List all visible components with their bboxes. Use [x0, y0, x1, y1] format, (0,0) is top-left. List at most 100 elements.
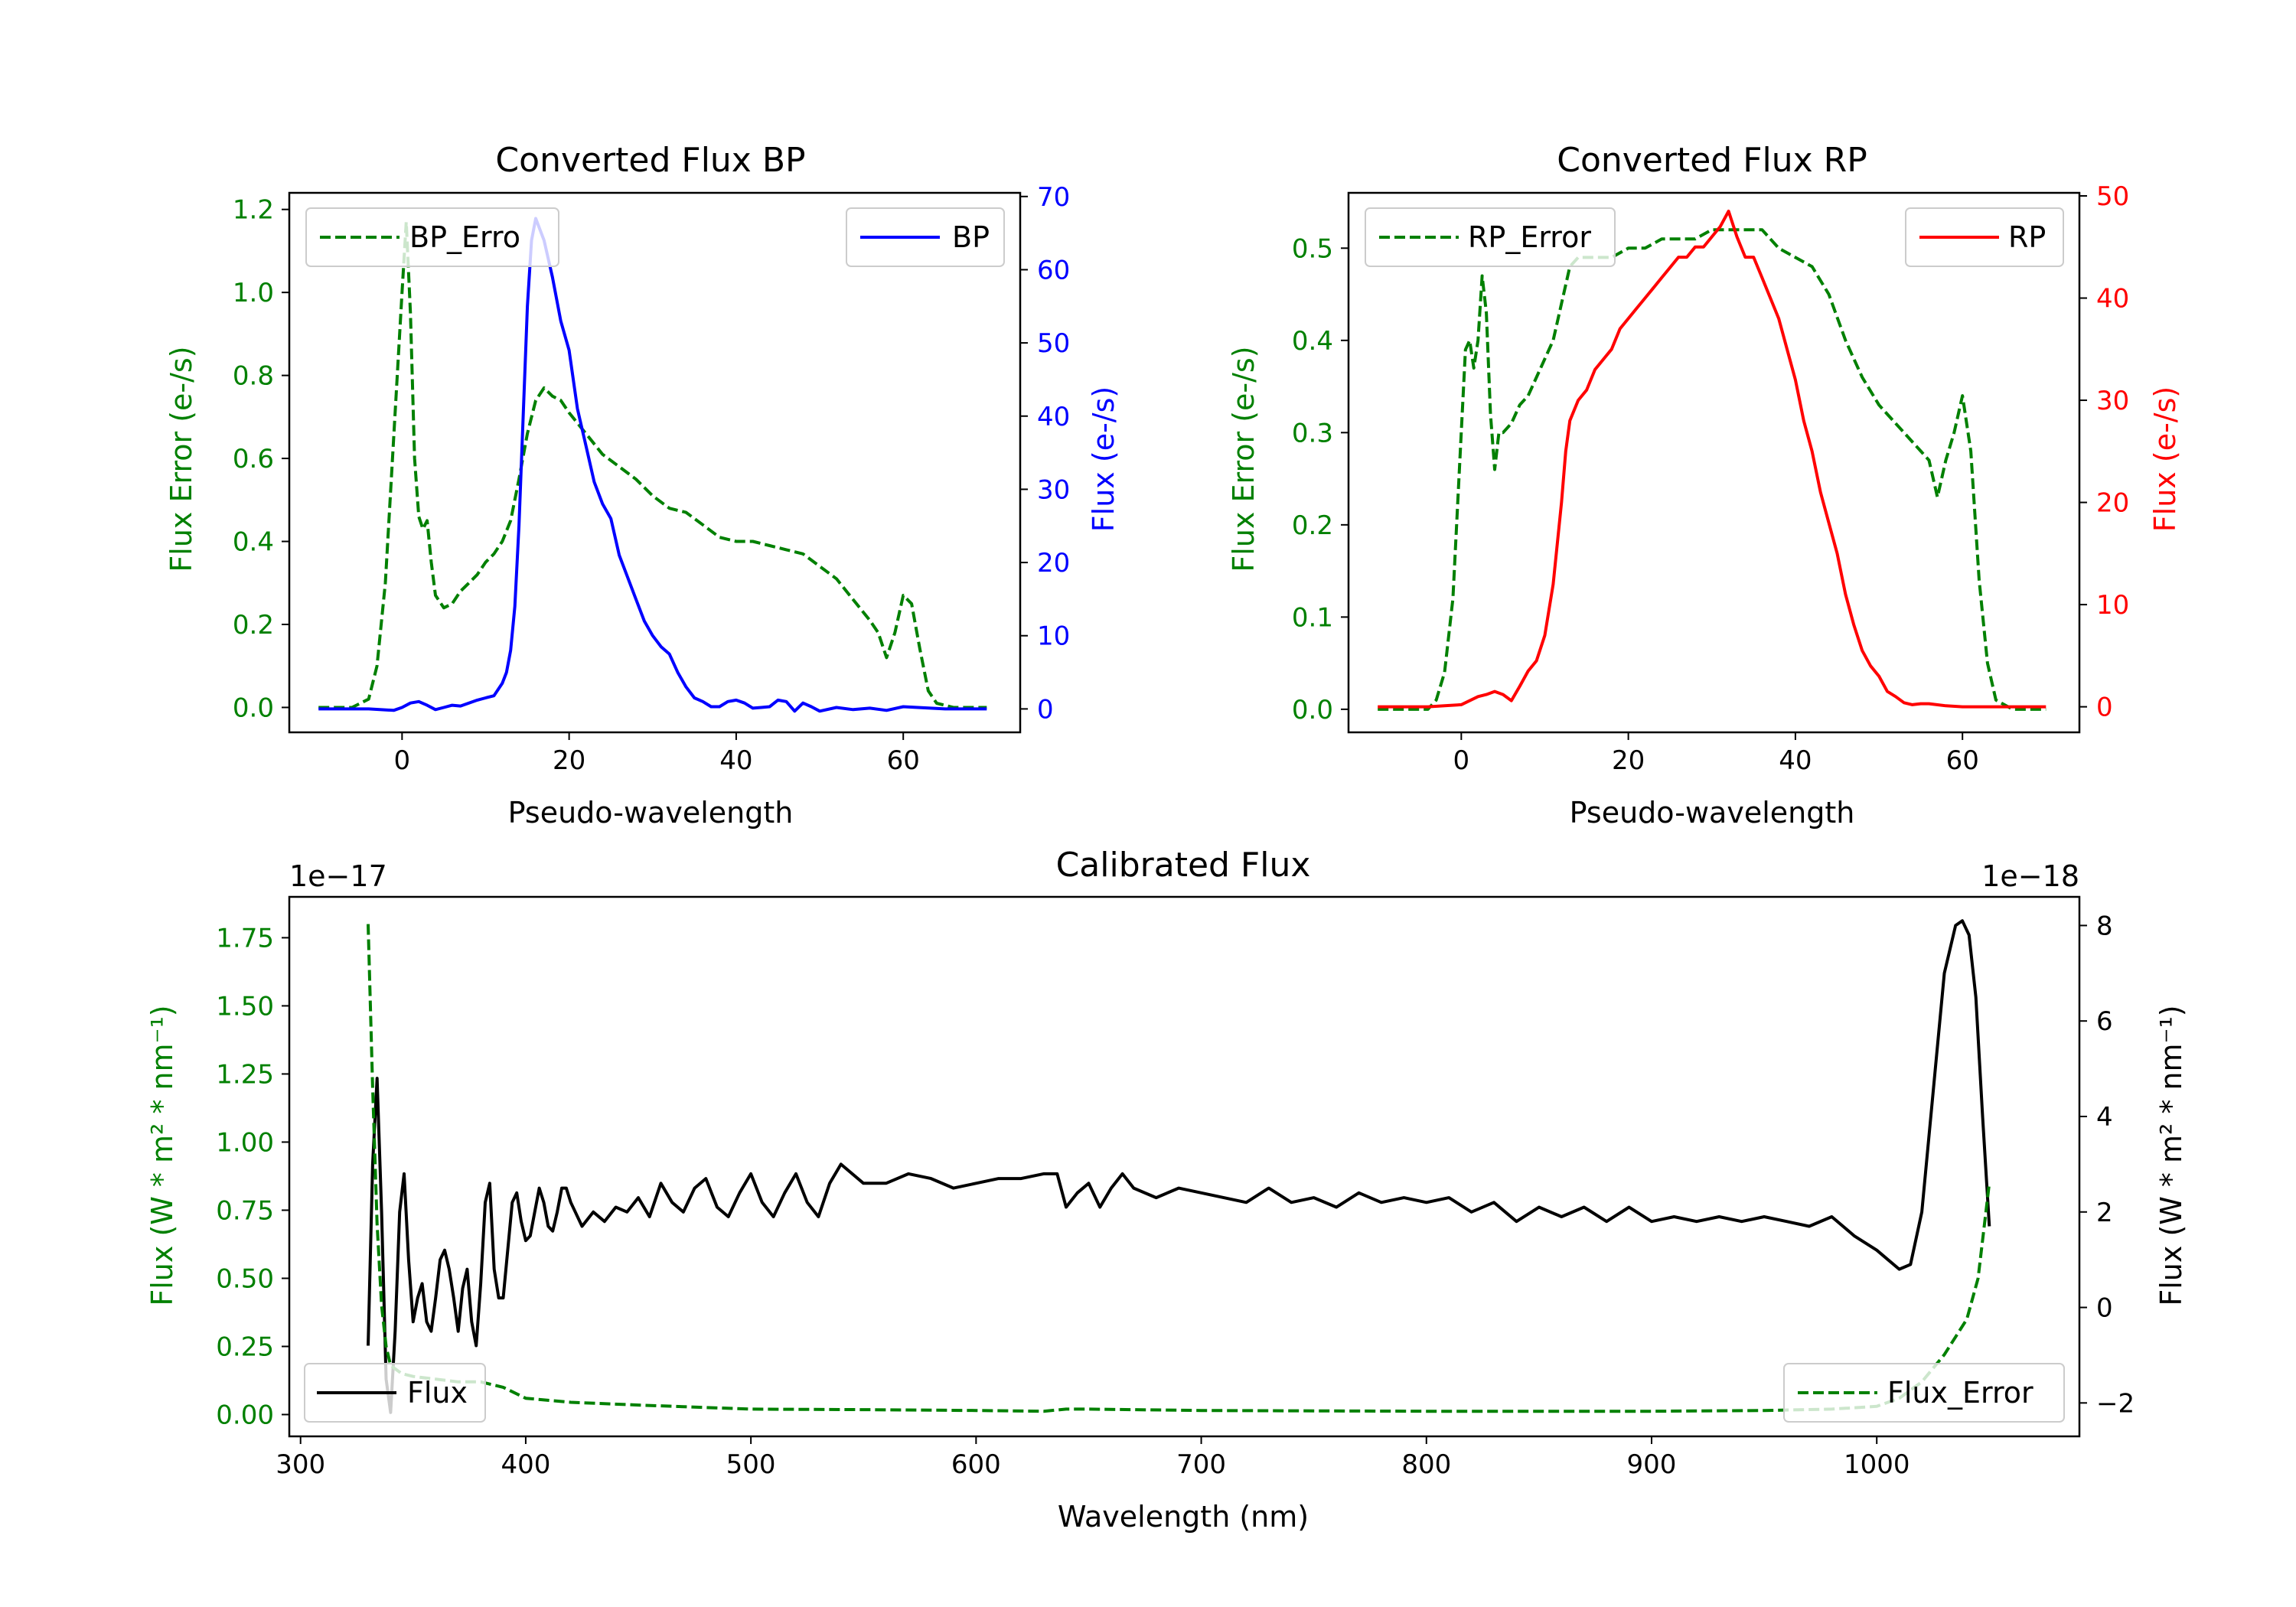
calibrated-x-tick-label: 700	[1176, 1449, 1226, 1480]
bp-legend-label: BP	[952, 220, 990, 254]
bp-left-y-tick-label: 0.6	[233, 444, 274, 474]
calibrated-left-scale-label: 1e−17	[289, 859, 387, 893]
bp-left-y-tick-label: 1.2	[233, 195, 274, 226]
calibrated-left-y-tick-label: 0.00	[216, 1400, 274, 1431]
rp-chart-title: Converted Flux RP	[1557, 141, 1867, 180]
rp-plot-frame	[1347, 191, 2081, 734]
calibrated-right-y-tick-label: −2	[2096, 1388, 2135, 1419]
bp-error-legend-label: BP_Erro	[409, 220, 520, 254]
calibrated-left-y-tick-label: 0.25	[216, 1332, 274, 1363]
calibrated-error-legend-label: Flux_Error	[1887, 1376, 2033, 1410]
calibrated-x-tick-label: 500	[726, 1449, 776, 1480]
calibrated-x-tick-label: 300	[276, 1449, 325, 1480]
calibrated-x-tick-label: 900	[1627, 1449, 1677, 1480]
rp-left-y-tick-label: 0.5	[1292, 233, 1333, 264]
bp-left-y-tick-label: 1.0	[233, 278, 274, 308]
rp-data-lines	[1378, 210, 2047, 711]
bp-right-y-axis-label: Flux (e-/s)	[1087, 386, 1120, 532]
bp-left-y-tick-label: 0.8	[233, 361, 274, 392]
bp-plot-frame	[288, 191, 1022, 734]
bp-x-axis-label: Pseudo-wavelength	[508, 796, 794, 830]
bp-data-lines	[318, 217, 987, 713]
calibrated-chart-title: Calibrated Flux	[1056, 846, 1311, 885]
rp-x-tick-label: 60	[1946, 745, 1979, 776]
calibrated-flux-line	[367, 919, 1991, 1414]
calibrated-flux-legend-label: Flux	[407, 1376, 468, 1410]
rp-right-y-tick-label: 20	[2096, 488, 2129, 519]
rp-left-y-tick-label: 0.4	[1292, 326, 1333, 357]
bp-chart-title: Converted Flux BP	[495, 141, 805, 180]
bp-bp-error-line	[318, 220, 987, 709]
bp-left-y-tick-label: 0.2	[233, 610, 274, 641]
bp-chart-panel: Converted Flux BP Pseudo-wavelength Flux…	[165, 141, 1120, 830]
calibrated-left-y-tick-label: 1.50	[216, 991, 274, 1022]
rp-right-y-tick-label: 40	[2096, 284, 2129, 315]
bp-right-y-tick-label: 40	[1037, 402, 1070, 432]
calibrated-left-y-tick-label: 1.25	[216, 1059, 274, 1090]
calibrated-left-y-axis-label: Flux (W * m² * nm⁻¹)	[145, 1005, 179, 1305]
calibrated-right-scale-label: 1e−18	[1981, 859, 2079, 893]
bp-legend: BP	[846, 207, 1005, 267]
calibrated-error-legend-box	[1783, 1363, 2065, 1423]
rp-x-tick-label: 40	[1779, 745, 1812, 776]
rp-error-legend: RP_Error	[1365, 207, 1616, 267]
rp-legend-label: RP	[2008, 220, 2046, 254]
rp-x-tick-label: 0	[1453, 745, 1470, 776]
calibrated-left-y-tick-label: 1.75	[216, 923, 274, 953]
rp-error-legend-box	[1365, 207, 1616, 267]
rp-right-y-axis-label: Flux (e-/s)	[2148, 386, 2182, 532]
bp-error-legend-box	[305, 207, 559, 267]
calibrated-x-axis-label: Wavelength (nm)	[1058, 1500, 1309, 1534]
bp-right-y-tick-label: 70	[1037, 182, 1070, 213]
calibrated-right-y-axis-label: Flux (W * m² * nm⁻¹)	[2154, 1005, 2188, 1305]
rp-right-y-tick-label: 0	[2096, 693, 2113, 723]
bp-right-y-tick-label: 60	[1037, 255, 1070, 285]
calibrated-x-tick-label: 800	[1401, 1449, 1451, 1480]
bp-x-tick-label: 60	[887, 745, 920, 776]
calibrated-left-y-tick-label: 1.00	[216, 1127, 274, 1158]
rp-error-legend-label: RP_Error	[1468, 220, 1591, 254]
calibrated-x-tick-label: 400	[501, 1449, 550, 1480]
calibrated-chart-panel: Calibrated Flux Wavelength (nm) Flux (W …	[145, 846, 2188, 1534]
calibrated-error-legend: Flux_Error	[1783, 1363, 2065, 1423]
calibrated-axis-ticks: 300 400 500 600 700 800 900 1000 0.00 0.25 0.50 0.7…	[216, 911, 2135, 1480]
rp-rp-line	[1378, 210, 2047, 709]
calibrated-plot-frame	[288, 895, 2081, 1438]
rp-left-y-axis-label: Flux Error (e-/s)	[1227, 346, 1261, 572]
bp-left-y-axis-label: Flux Error (e-/s)	[165, 346, 198, 572]
bp-right-y-tick-label: 0	[1037, 694, 1054, 725]
bp-right-y-tick-label: 10	[1037, 621, 1070, 652]
calibrated-x-tick-label: 600	[951, 1449, 1001, 1480]
bp-x-tick-label: 0	[394, 745, 411, 776]
bp-right-y-tick-label: 30	[1037, 474, 1070, 505]
bp-right-y-tick-label: 50	[1037, 328, 1070, 359]
rp-right-y-tick-label: 50	[2096, 181, 2129, 212]
calibrated-x-tick-label: 1000	[1844, 1449, 1910, 1480]
calibrated-left-y-tick-label: 0.75	[216, 1195, 274, 1226]
rp-right-y-tick-label: 10	[2096, 590, 2129, 621]
rp-right-y-tick-label: 30	[2096, 386, 2129, 416]
bp-bp-line	[318, 217, 987, 713]
rp-chart-panel: Converted Flux RP Pseudo-wavelength Flux…	[1227, 141, 2182, 830]
rp-left-y-tick-label: 0.3	[1292, 418, 1333, 448]
rp-left-y-tick-label: 0.2	[1292, 510, 1333, 541]
rp-rp-error-line	[1378, 228, 2047, 711]
calibrated-left-y-tick-label: 0.50	[216, 1263, 274, 1294]
rp-left-y-tick-label: 0.0	[1292, 695, 1333, 725]
rp-x-tick-label: 20	[1612, 745, 1645, 776]
rp-axis-ticks: 0 20 40 60 0.0 0.1 0.2 0.3 0.4 0.5 0 10 20 30 40 50	[1292, 181, 2129, 776]
rp-left-y-tick-label: 0.1	[1292, 602, 1333, 633]
bp-x-tick-label: 20	[553, 745, 585, 776]
bp-error-legend: BP_Erro	[305, 207, 559, 267]
bp-x-tick-label: 40	[719, 745, 752, 776]
calibrated-flux-legend: Flux	[304, 1363, 486, 1423]
calibrated-right-y-tick-label: 6	[2096, 1006, 2113, 1037]
rp-x-axis-label: Pseudo-wavelength	[1570, 796, 1855, 830]
calibrated-right-y-tick-label: 8	[2096, 911, 2113, 941]
calibrated-right-y-tick-label: 0	[2096, 1293, 2113, 1324]
rp-legend: RP	[1905, 207, 2064, 267]
bp-axis-ticks: 0 20 40 60 0.0 0.2 0.4 0.6 0.8 1.0 1.2 0 10 20 30 40 50 6…	[233, 182, 1070, 776]
calibrated-right-y-tick-label: 4	[2096, 1102, 2113, 1133]
